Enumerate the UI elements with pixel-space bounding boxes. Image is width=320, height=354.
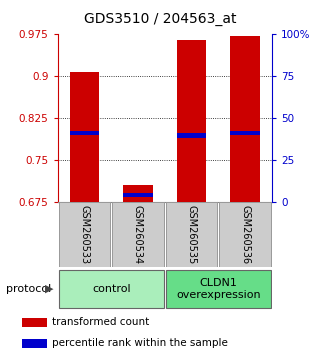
Bar (70, 131, 99, 135)
Text: ▶: ▶ (45, 284, 54, 294)
Text: protocol: protocol (6, 284, 52, 294)
Text: CLDN1
overexpression: CLDN1 overexpression (176, 278, 261, 300)
Bar (70, 72, 99, 202)
Bar (230, 131, 260, 135)
Bar (123, 185, 153, 202)
Text: percentile rank within the sample: percentile rank within the sample (52, 338, 228, 348)
Text: GDS3510 / 204563_at: GDS3510 / 204563_at (84, 12, 236, 27)
Bar (22, 339, 47, 348)
Bar (220, 202, 271, 267)
Text: control: control (92, 284, 131, 294)
Text: GSM260536: GSM260536 (240, 205, 250, 264)
Text: GSM260533: GSM260533 (79, 205, 89, 264)
Bar (166, 202, 217, 267)
Text: transformed count: transformed count (52, 317, 149, 327)
Bar (123, 193, 153, 197)
Bar (177, 133, 206, 138)
Text: GSM260534: GSM260534 (133, 205, 143, 264)
Bar (59, 270, 164, 308)
Bar (59, 202, 110, 267)
Text: GSM260535: GSM260535 (187, 205, 196, 264)
Bar (166, 270, 271, 308)
Bar (22, 318, 47, 327)
Bar (177, 40, 206, 202)
Bar (112, 202, 164, 267)
Bar (230, 36, 260, 202)
